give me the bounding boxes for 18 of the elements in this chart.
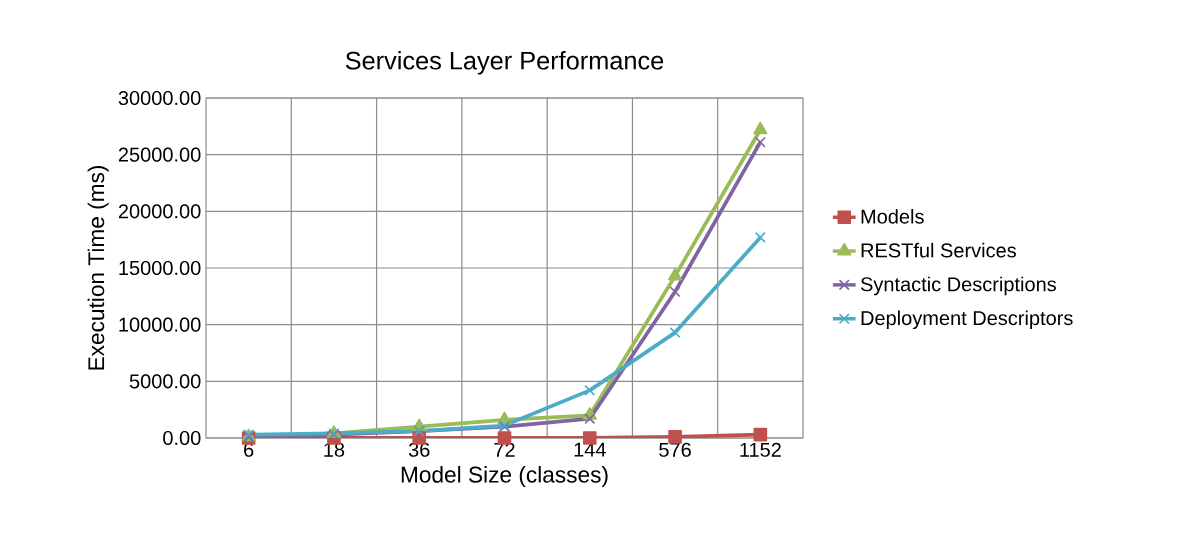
y-tick-label: 30000.00 bbox=[118, 90, 201, 106]
y-axis-title: Execution Time (ms) bbox=[87, 165, 109, 370]
y-tick-label: 25000.00 bbox=[118, 147, 201, 162]
chart-title: Services Layer Performance bbox=[345, 51, 664, 75]
legend-label: Models bbox=[861, 209, 924, 224]
legend-label: Deployment Descriptors bbox=[861, 310, 1073, 330]
x-tick-label: 576 bbox=[659, 442, 691, 457]
x-tick-label: 18 bbox=[324, 442, 345, 457]
legend-label: RESTful Services bbox=[861, 242, 1016, 258]
x-tick-label: 1152 bbox=[740, 442, 781, 457]
y-tick-label: 5000.00 bbox=[129, 374, 201, 389]
legend-label: Syntactic Descriptions bbox=[860, 276, 1056, 296]
x-tick-label: 144 bbox=[574, 442, 606, 457]
y-tick-label: 10000.00 bbox=[119, 317, 201, 332]
y-tick-label: 15000.00 bbox=[119, 260, 201, 276]
y-tick-label: 0.00 bbox=[163, 430, 201, 446]
x-axis-title: Model Size (classes) bbox=[401, 466, 608, 488]
y-tick-label: 20000.00 bbox=[118, 204, 201, 219]
